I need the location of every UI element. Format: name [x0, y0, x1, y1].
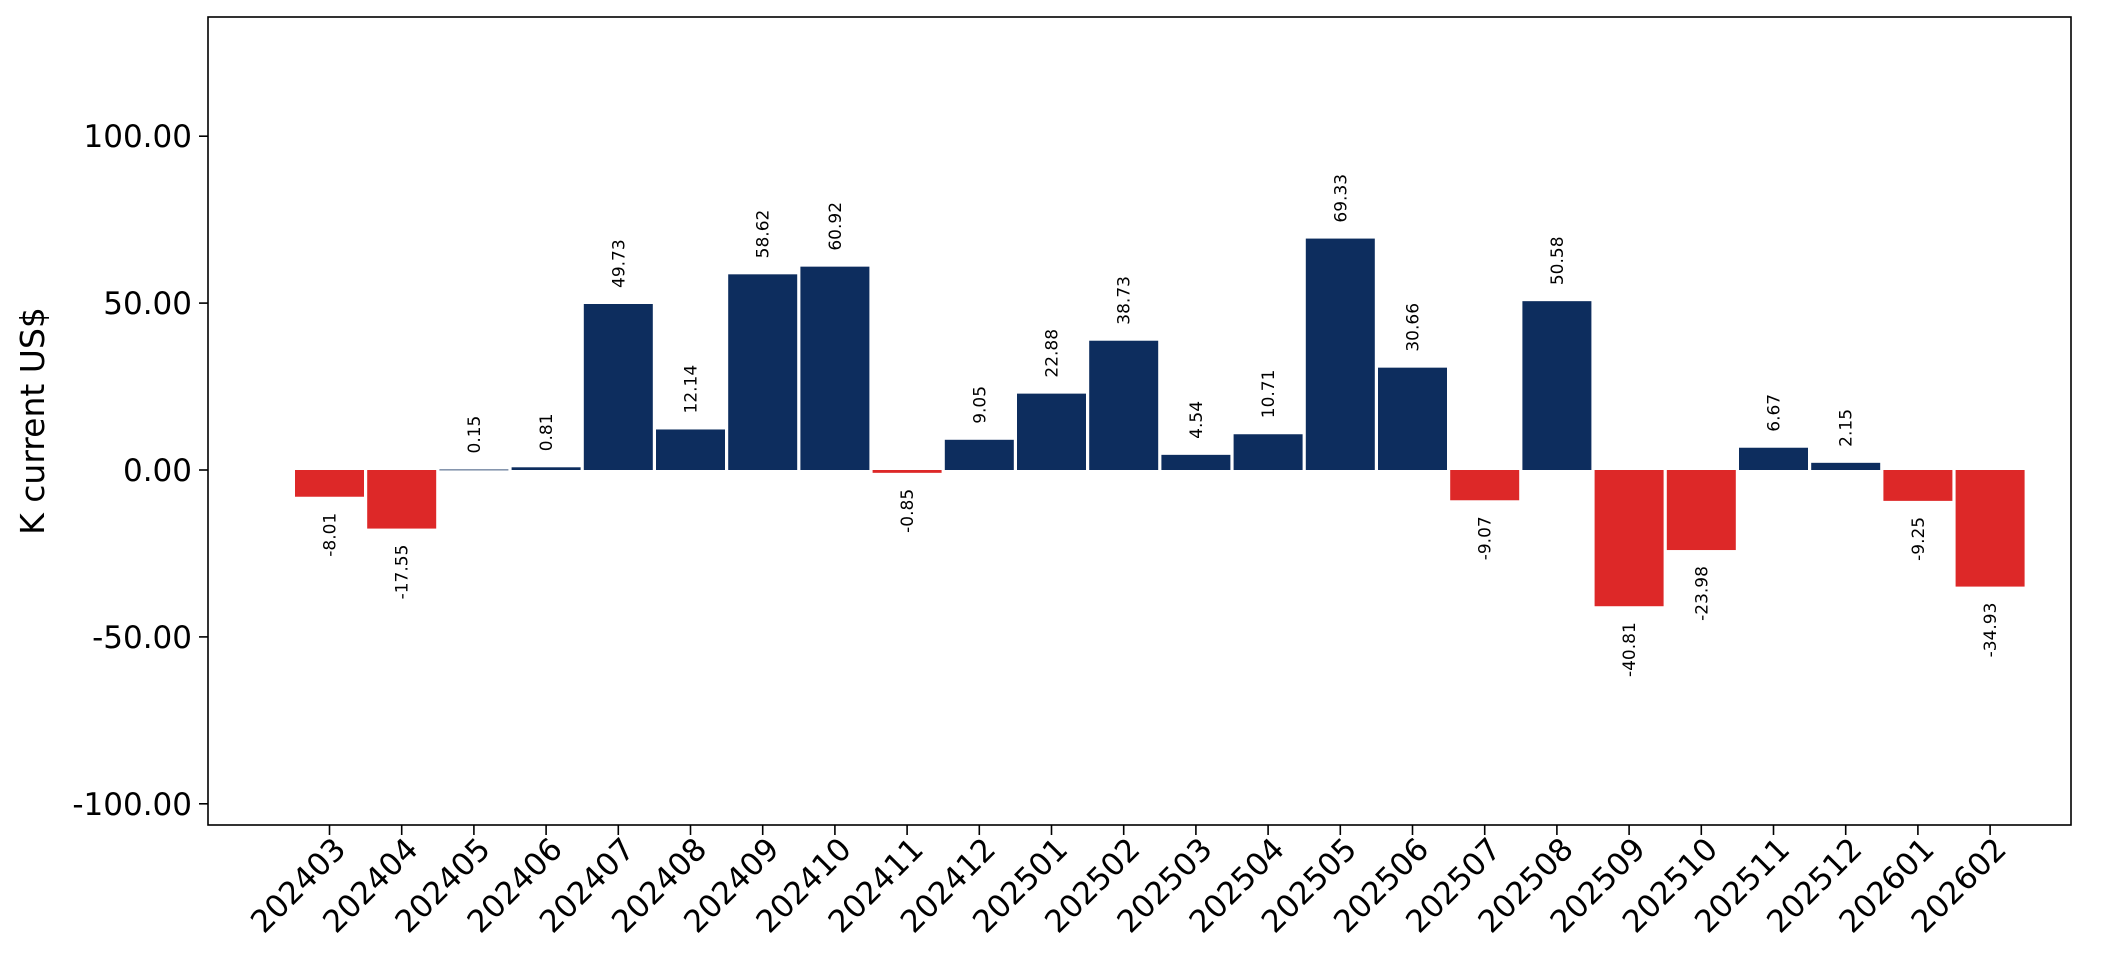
y-axis: -100.00 -50.00 0.00 50.00 100.00: [72, 119, 208, 823]
bar-202501: [1017, 393, 1086, 470]
bar-value-label: 50.58: [1548, 236, 1568, 285]
bar-202407: [583, 304, 653, 470]
y-tick-label: 100.00: [84, 119, 192, 155]
y-tick-label: -100.00: [72, 787, 192, 823]
bar-value-label: 9.05: [970, 386, 990, 424]
bar-value-label: -8.01: [321, 513, 341, 557]
bar-202508: [1522, 301, 1592, 470]
bar-202409: [728, 274, 798, 470]
bar-value-label: 22.88: [1043, 329, 1063, 378]
bar-labels-group: -8.01 -17.55 0.15 0.81 49.73 12.14 58.62 60.92 -…: [321, 174, 2002, 677]
bar-value-label: 12.14: [682, 365, 702, 414]
bar-value-label: -9.25: [1909, 517, 1929, 561]
bar-202404: [367, 470, 437, 529]
bar-202503: [1161, 454, 1231, 470]
bar-value-label: -23.98: [1692, 566, 1712, 621]
bar-value-label: 6.67: [1765, 394, 1785, 432]
bar-202403: [295, 470, 364, 497]
bar-202408: [656, 429, 725, 470]
bar-value-label: 0.81: [537, 413, 557, 451]
bar-value-label: 0.15: [465, 416, 485, 454]
bar-202505: [1305, 238, 1375, 470]
bar-202411: [872, 470, 942, 473]
bar-202601: [1883, 470, 1953, 501]
bar-value-label: 38.73: [1115, 276, 1135, 325]
bar-202406: [511, 467, 581, 470]
bar-value-label: 49.73: [609, 239, 629, 288]
bar-value-label: 4.54: [1187, 401, 1207, 439]
bar-202512: [1811, 462, 1881, 470]
bar-value-label: 2.15: [1837, 409, 1857, 447]
bar-value-label: 60.92: [826, 202, 846, 251]
bar-value-label: -34.93: [1981, 603, 2001, 658]
bar-value-label: -0.85: [898, 489, 918, 533]
bar-value-label: 10.71: [1259, 370, 1279, 419]
bar-202506: [1378, 367, 1447, 470]
bar-202602: [1955, 470, 2025, 587]
bar-202502: [1089, 340, 1159, 470]
bar-202507: [1450, 470, 1520, 501]
bar-202405: [439, 469, 509, 471]
bars-group: [295, 238, 2025, 607]
x-axis: 2024032024042024052024062024072024082024…: [244, 825, 2014, 940]
bar-202412: [944, 439, 1014, 470]
bar-202509: [1594, 470, 1664, 607]
y-tick-label: 50.00: [103, 286, 192, 322]
bar-202410: [800, 266, 870, 470]
bar-202510: [1666, 470, 1736, 551]
bar-value-label: 69.33: [1331, 174, 1351, 223]
bar-value-label: -9.07: [1476, 516, 1496, 560]
y-tick-label: 0.00: [123, 453, 192, 489]
bar-value-label: 58.62: [754, 210, 774, 259]
bar-202504: [1233, 434, 1303, 470]
y-axis-label: K current US$: [13, 307, 52, 535]
bar-value-label: -17.55: [393, 545, 413, 600]
bar-value-label: -40.81: [1620, 622, 1640, 677]
bar-202511: [1739, 447, 1808, 470]
plot-frame: [207, 16, 2072, 826]
bar-value-label: 30.66: [1404, 303, 1424, 352]
y-tick-label: -50.00: [92, 620, 192, 656]
